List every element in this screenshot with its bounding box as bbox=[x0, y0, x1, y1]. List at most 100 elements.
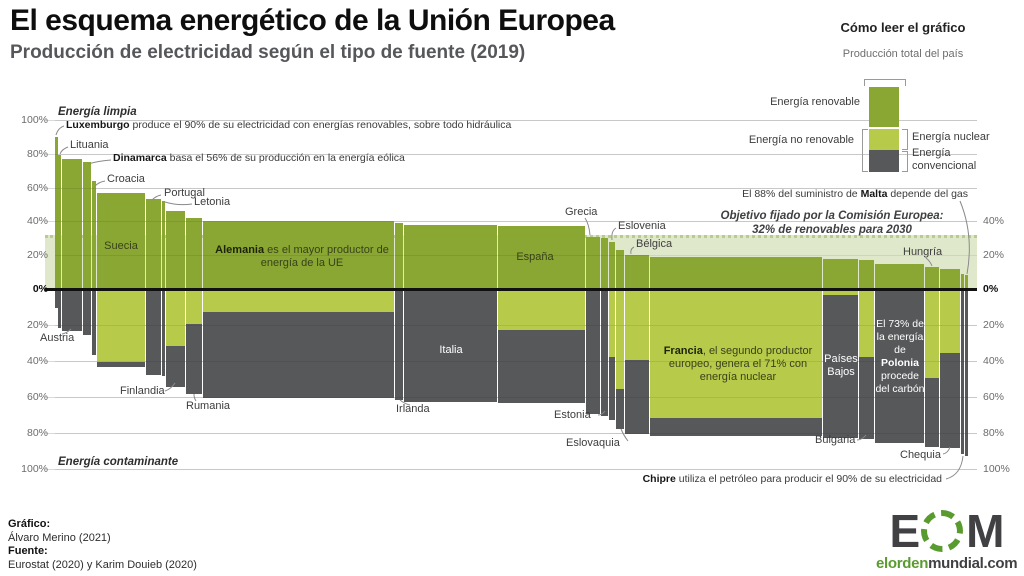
footer-credits: Gráfico: Álvaro Merino (2021) Fuente: Eu… bbox=[8, 518, 197, 572]
country-bar-conventional bbox=[166, 345, 185, 388]
tick-label: 80% bbox=[26, 427, 48, 439]
country-bar-conventional bbox=[601, 290, 608, 416]
source-label: Fuente: bbox=[8, 545, 48, 557]
page-title: El esquema energético de la Unión Europe… bbox=[10, 4, 615, 37]
tick-label: 20% bbox=[26, 319, 48, 331]
annotation-chipre-rest: utiliza el petróleo para producir el 90%… bbox=[675, 473, 942, 485]
country-bar-renewable bbox=[83, 162, 91, 289]
country-bar-nuclear bbox=[859, 291, 874, 357]
country-label: Rumania bbox=[186, 400, 231, 412]
country-bar-conventional bbox=[186, 324, 202, 395]
country-bar-conventional bbox=[586, 290, 600, 415]
legend-conventional-swatch bbox=[869, 150, 899, 172]
country-bar-conventional bbox=[650, 417, 822, 436]
country-bar-conventional bbox=[498, 329, 585, 404]
eom-domain-dark: mundial.com bbox=[928, 555, 1018, 572]
country-bar-nuclear bbox=[616, 291, 624, 389]
annotation-luxemburgo-rest: produce el 90% de su electricidad con en… bbox=[129, 119, 512, 131]
country-bar-renewable bbox=[961, 273, 964, 289]
country-bar-renewable bbox=[92, 180, 96, 289]
tick-label: 80% bbox=[26, 147, 48, 160]
country-bar-nuclear bbox=[203, 291, 394, 312]
zero-baseline bbox=[45, 288, 977, 291]
country-bar-conventional bbox=[395, 290, 403, 400]
country-label: Chequia bbox=[900, 449, 941, 461]
annotation-chipre-bold: Chipre bbox=[642, 473, 676, 485]
country-bar-renewable bbox=[203, 221, 394, 289]
legend-total-bracket bbox=[864, 79, 906, 86]
country-label: Austria bbox=[40, 332, 75, 344]
credit-label: Gráfico: bbox=[8, 518, 51, 530]
country-label: Letonia bbox=[194, 196, 231, 208]
country-bar-conventional bbox=[823, 295, 858, 438]
tick-label: 40% bbox=[983, 355, 1005, 367]
annotation-polonia-post: procede del carbón bbox=[875, 370, 925, 395]
tick-label: 100% bbox=[21, 463, 48, 475]
tick-label: 60% bbox=[26, 391, 48, 403]
country-bar-conventional bbox=[92, 290, 96, 355]
country-bar-conventional bbox=[203, 311, 394, 398]
annotation-objetivo-line2: 32% de renovables para 2030 bbox=[752, 224, 912, 236]
country-bar-renewable bbox=[62, 158, 82, 289]
country-bar-renewable bbox=[875, 263, 924, 289]
country-bar-nuclear bbox=[166, 291, 185, 346]
country-label: Italia bbox=[439, 344, 463, 356]
annotation-malta-bold: Malta bbox=[860, 188, 888, 200]
country-bar-nuclear bbox=[940, 291, 960, 353]
logo-circle-icon bbox=[921, 510, 964, 552]
annotation-malta-pre: El 88% del suministro de bbox=[742, 188, 861, 200]
country-label: Eslovenia bbox=[618, 220, 666, 232]
country-bar-renewable bbox=[404, 224, 497, 289]
annotation-luxemburgo: Luxemburgo produce el 90% de su electric… bbox=[66, 119, 511, 131]
annotation-chipre: Chipre utiliza el petróleo para producir… bbox=[590, 473, 942, 485]
eom-logo: E M elordenmundial.com bbox=[876, 508, 1018, 572]
country-bar-renewable bbox=[55, 136, 58, 289]
country-bar-nuclear bbox=[186, 291, 202, 325]
country-bar-nuclear bbox=[925, 291, 939, 379]
annotation-alemania-bold: Alemania bbox=[215, 244, 265, 256]
tick-label: 100% bbox=[983, 463, 1010, 475]
tick-label: 20% bbox=[983, 249, 1005, 262]
credit-value: Álvaro Merino (2021) bbox=[8, 531, 111, 544]
country-bar-conventional bbox=[961, 290, 964, 454]
country-bar-conventional bbox=[625, 360, 649, 434]
grid-line-overlay bbox=[55, 187, 977, 189]
country-label: Eslovaquia bbox=[566, 437, 620, 449]
country-bar-renewable bbox=[166, 211, 185, 289]
country-label: Portugal bbox=[164, 187, 205, 199]
grid-line-overlay bbox=[55, 469, 977, 470]
annotation-francia-rest: , el segundo productor europeo, genera e… bbox=[668, 345, 813, 383]
country-bar-nuclear bbox=[97, 291, 145, 362]
annotation-alemania-rest: es el mayor productor de energía de la U… bbox=[260, 244, 389, 269]
country-bar-conventional bbox=[875, 290, 924, 443]
grid-line-overlay bbox=[55, 153, 977, 155]
tick-label: 40% bbox=[983, 215, 1005, 228]
grid-line bbox=[45, 469, 977, 470]
legend-nuclear-label: Energía nuclear bbox=[912, 131, 990, 143]
tick-label: 80% bbox=[983, 427, 1005, 439]
country-bar-nuclear bbox=[823, 291, 858, 296]
annotation-polonia-pre: El 73% de la energía de bbox=[876, 318, 924, 356]
legend-title: Cómo leer el gráfico bbox=[840, 20, 966, 35]
country-bar-conventional bbox=[404, 290, 497, 402]
tick-label: 0% bbox=[32, 283, 48, 295]
country-bar-conventional bbox=[58, 290, 61, 328]
country-bar-renewable bbox=[146, 199, 161, 289]
eom-logo-letters: E M bbox=[876, 508, 1016, 554]
legend-total-label: Producción total del país bbox=[842, 48, 964, 60]
annotation-objetivo: Objetivo fijado por la Comisión Europea:… bbox=[692, 209, 972, 237]
country-bar-conventional bbox=[940, 353, 960, 449]
grid-line bbox=[45, 153, 977, 155]
legend-conventional-label: Energía convencional bbox=[912, 147, 977, 172]
country-bar-nuclear bbox=[650, 291, 822, 418]
legend-left-bracket bbox=[862, 129, 868, 172]
country-label: España bbox=[516, 251, 554, 263]
country-bar-renewable bbox=[859, 260, 874, 289]
country-bar-renewable bbox=[616, 250, 624, 289]
annotation-francia: Francia, el segundo productor europeo, g… bbox=[653, 345, 823, 384]
country-bar-renewable bbox=[940, 268, 960, 289]
country-bar-conventional bbox=[616, 389, 624, 429]
country-bar-conventional bbox=[97, 362, 145, 368]
country-bar-conventional bbox=[925, 378, 939, 447]
